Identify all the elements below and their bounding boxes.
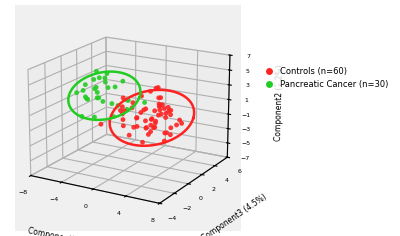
Y-axis label: Component3 (4.5%): Component3 (4.5%) [200, 193, 268, 236]
X-axis label: Component1 (16.5%): Component1 (16.5%) [27, 226, 108, 236]
Legend: Controls (n=60), Pancreatic Cancer (n=30): Controls (n=60), Pancreatic Cancer (n=30… [256, 63, 392, 93]
